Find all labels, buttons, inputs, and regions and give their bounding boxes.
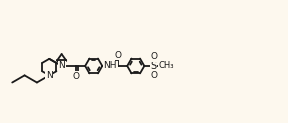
Text: O: O: [150, 71, 157, 80]
Text: O: O: [114, 51, 122, 60]
Text: O: O: [150, 52, 157, 61]
Text: CH₃: CH₃: [159, 62, 174, 70]
Text: NH: NH: [103, 62, 117, 70]
Text: N: N: [58, 62, 65, 70]
Text: O: O: [72, 72, 79, 81]
Text: N: N: [46, 71, 53, 80]
Text: S: S: [151, 61, 157, 71]
